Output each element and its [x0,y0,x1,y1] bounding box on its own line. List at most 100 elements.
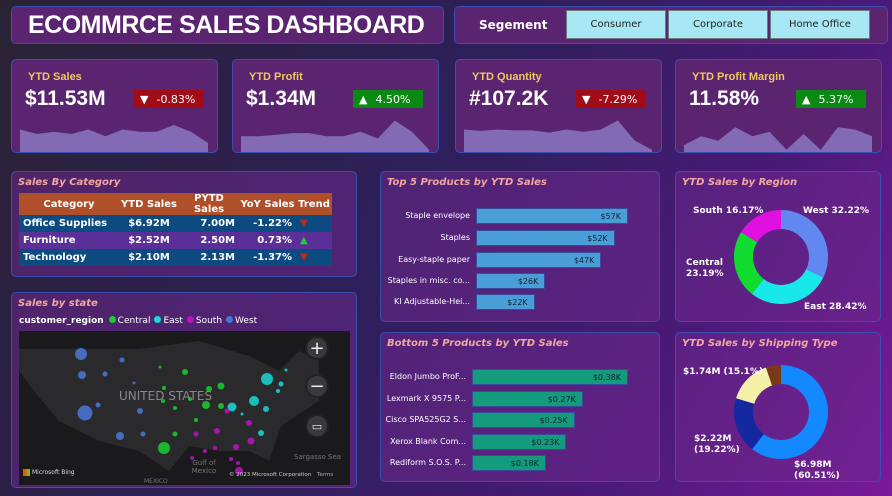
donut-slice[interactable] [781,210,828,278]
table-cell: $2.10M [128,252,170,263]
bar-value: $47K [573,255,595,265]
state-bubble-west[interactable] [137,408,143,414]
segment-corporate-button[interactable]: Corporate [668,10,768,39]
state-bubble-south[interactable] [235,467,243,475]
donut-slice[interactable] [751,269,824,304]
bar-label: Cisco SPA525G2 S... [385,415,466,424]
table-row[interactable]: Technology $2.10M 2.13M -1.37% ▼ [19,249,332,266]
col-pytd-sales[interactable]: PYTD Sales [179,193,239,215]
bar-label: Rediform S.O.S. P... [389,458,466,467]
table-cell: $6.92M [128,218,170,229]
state-bubble-central[interactable] [202,401,210,409]
state-bubble-west[interactable] [95,402,101,408]
state-bubble-west[interactable] [75,348,87,360]
kpi-title: YTD Sales [28,71,82,83]
state-bubble-south[interactable] [203,449,207,453]
sea-label: Sargasso Sea [294,453,342,461]
zoom-out-button[interactable]: − [305,374,329,398]
map-canvas[interactable]: UNITED STATES Gulf of Mexico Sargasso Se… [19,331,350,485]
table-row[interactable]: Furniture $2.52M 2.50M 0.73% ▲ [19,232,332,249]
state-bubble-central[interactable] [161,399,165,403]
state-bubble-south[interactable] [236,461,240,465]
state-bubble-west[interactable] [116,432,124,440]
bar[interactable]: $0.38K [472,369,628,385]
bar[interactable]: $22K [476,294,535,310]
donut-slice[interactable] [734,232,764,294]
col-ytd-sales[interactable]: YTD Sales [119,193,179,215]
donut-slice[interactable] [741,210,781,243]
state-bubble-south[interactable] [229,457,233,461]
state-bubble-west[interactable] [102,371,108,377]
label-east: East 28.42% [804,302,867,312]
state-bubble-east[interactable] [263,406,269,412]
state-bubble-west[interactable] [77,405,93,421]
state-bubble-south[interactable] [247,437,255,445]
state-bubble-east[interactable] [240,412,244,416]
land-shape [19,341,319,471]
legend-item[interactable]: East [154,316,183,326]
segment-consumer-button[interactable]: Consumer [566,10,666,39]
legend-item[interactable]: Central [108,316,150,326]
state-bubble-south[interactable] [224,408,230,414]
table-cell: 2.13M [200,252,235,263]
donut-slice[interactable] [752,365,828,459]
legend-item[interactable]: South [186,316,222,326]
state-bubble-central[interactable] [182,369,188,375]
state-bubble-south[interactable] [193,431,199,437]
state-bubble-east[interactable] [261,373,273,385]
legend-item[interactable]: West [226,316,257,326]
donut-slice[interactable] [736,367,773,404]
bar-value: $0.18K [510,458,539,468]
state-bubble-east[interactable] [249,396,259,406]
bar[interactable]: $0.25K [472,412,575,428]
state-bubble-south[interactable] [190,456,194,460]
state-bubble-east[interactable] [278,381,284,387]
map-copyright: © 2023 Microsoft Corporation [229,472,312,478]
table-cell: 2.50M [200,235,235,246]
trend-down-icon: ▼ [300,218,308,229]
state-bubble-south[interactable] [214,428,220,434]
state-bubble-central[interactable] [158,442,170,454]
kpi-change-badge: ▲ 4.50% [353,90,423,108]
state-bubble-south[interactable] [246,420,252,426]
zoom-in-button[interactable]: + [305,336,329,360]
state-bubble-south[interactable] [213,446,217,450]
donut-slice[interactable] [734,398,764,450]
bar-value: $26K [517,276,539,286]
selection-tool-icon[interactable]: ▭ [305,414,329,438]
terms-link[interactable]: Terms [317,472,334,478]
bar[interactable]: $0.27K [472,391,583,407]
table-row[interactable]: Office Supplies $6.92M 7.00M -1.22% ▼ [19,215,332,232]
state-bubble-central[interactable] [194,418,198,422]
state-bubble-west[interactable] [119,357,125,363]
state-bubble-west[interactable] [132,381,136,385]
state-bubble-south[interactable] [233,444,239,450]
col-yoy-sales[interactable]: YoY Sales [239,193,296,215]
state-bubble-central[interactable] [218,403,224,409]
state-bubble-east[interactable] [284,368,288,372]
state-bubble-central[interactable] [188,397,192,401]
state-bubble-central[interactable] [217,382,225,390]
bar[interactable]: $52K [476,230,615,246]
state-bubble-central[interactable] [158,365,162,369]
state-bubble-central[interactable] [162,386,166,390]
state-bubble-west[interactable] [78,371,86,379]
bar[interactable]: $0.18K [472,455,546,471]
bar[interactable]: $47K [476,252,602,268]
state-bubble-central[interactable] [172,431,178,437]
bar[interactable]: $26K [476,273,546,289]
col-category[interactable]: Category [19,193,119,215]
state-bubble-east[interactable] [227,402,237,412]
segment-home-office-button[interactable]: Home Office [770,10,870,39]
donut-slice[interactable] [765,365,781,386]
state-bubble-east[interactable] [258,430,264,436]
col-trend[interactable]: Trend [296,193,332,215]
state-bubble-west[interactable] [140,431,146,437]
state-bubble-central[interactable] [173,406,177,410]
sales-by-category-card: Sales By Category Category YTD Sales PYT… [11,171,357,277]
state-bubble-east[interactable] [276,389,280,393]
state-bubble-central[interactable] [206,386,212,392]
kpi-sparkline [684,127,872,152]
bar[interactable]: $0.23K [472,434,567,450]
bar[interactable]: $57K [476,208,628,224]
